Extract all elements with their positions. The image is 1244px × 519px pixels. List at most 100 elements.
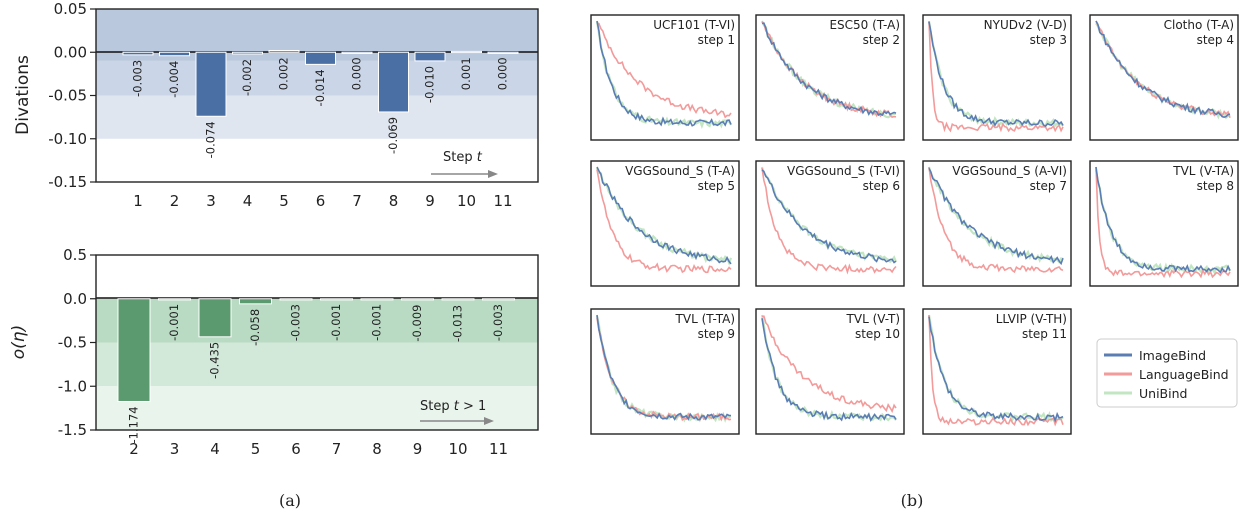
subplot-frame: [1089, 160, 1239, 287]
subplot-frame: [590, 14, 740, 141]
y-tick-label: 0.05: [54, 0, 87, 18]
loss-subplot: UCF101 (T-VI)step 1: [590, 14, 740, 141]
imagebind-curve: [761, 22, 897, 117]
bar-value-label: -0.003: [289, 304, 303, 341]
subplot-title: Clotho (T-A): [1164, 18, 1234, 32]
bar-value-label: -0.009: [410, 305, 424, 342]
subplot-frame: [922, 308, 1072, 435]
imagebind-curve: [596, 20, 732, 127]
bar: [360, 298, 394, 301]
bar-value-label: 0.000: [350, 57, 364, 90]
subplot-title: TVL (T-TA): [675, 312, 735, 326]
x-tick-label: 9: [425, 192, 435, 210]
y-tick-label: 0.0: [63, 290, 87, 308]
panel-label-b: (b): [901, 491, 924, 510]
loss-subplot: TVL (T-TA)step 9: [590, 308, 740, 435]
loss-subplot: VGGSound_S (T-VI)step 6: [755, 160, 905, 287]
x-tick-label: 11: [489, 440, 508, 458]
subplot-step: step 9: [698, 327, 735, 341]
imagebind-curve: [1095, 166, 1231, 274]
languagebind-curve: [1095, 166, 1231, 279]
legend: ImageBind LanguageBind UniBind: [1096, 338, 1238, 408]
bar: [320, 298, 353, 301]
bar: [441, 298, 475, 301]
y-tick-label: 0.5: [63, 246, 87, 264]
loss-subplot: TVL (V-TA)step 8: [1089, 160, 1239, 287]
y-axis-label: Divations: [13, 55, 33, 135]
subplot-title: NYUDv2 (V-D): [984, 18, 1067, 32]
y-axis-label: o(η): [9, 325, 29, 359]
bar: [232, 51, 263, 55]
imagebind-curve: [761, 169, 897, 264]
shaded-band: [96, 95, 538, 139]
bar: [195, 51, 227, 117]
bar: [378, 51, 409, 113]
subplot-step: step 4: [1197, 33, 1234, 47]
x-tick-label: 3: [206, 192, 216, 210]
subplot-title: TVL (V-TA): [1172, 164, 1234, 178]
bar-value-label: -0.002: [240, 59, 254, 96]
subplot-title: VGGSound_S (T-A): [625, 164, 735, 178]
bar-value-label: -0.013: [451, 305, 465, 342]
x-tick-label: 11: [493, 192, 512, 210]
x-tick-label: 5: [279, 192, 289, 210]
y-tick-label: -0.10: [48, 130, 87, 148]
x-tick-label: 1: [133, 192, 143, 210]
bar-value-label: -0.004: [167, 61, 181, 98]
y-tick-label: -1.5: [58, 421, 87, 439]
bar: [414, 51, 446, 62]
y-tick-label: -0.5: [58, 334, 87, 352]
subplot-frame: [755, 14, 905, 141]
subplot-step: step 7: [1030, 179, 1067, 193]
x-tick-label: 3: [170, 440, 180, 458]
loss-subplot: Clotho (T-A)step 4: [1089, 14, 1239, 141]
step-annotation: Step t: [443, 150, 483, 165]
bar: [239, 298, 272, 305]
subplot-step: step 5: [698, 179, 735, 193]
x-tick-label: 10: [448, 440, 467, 458]
loss-subplot: VGGSound_S (T-A)step 5: [590, 160, 740, 287]
subplot-step: step 10: [855, 327, 900, 341]
imagebind-curve: [761, 318, 897, 423]
imagebind-curve: [596, 166, 732, 265]
deviation-bar-chart: -0.003 -0.004-0.074-0.002 0.002 -0.014 0.000…: [13, 0, 539, 210]
bar-value-label: -0.074: [204, 121, 218, 158]
subplot-step: step 11: [1022, 327, 1067, 341]
bar-value-label: 0.000: [496, 57, 510, 90]
bar: [279, 298, 313, 301]
bar: [122, 51, 154, 56]
bar-value-label: -1.174: [127, 406, 141, 443]
y-tick-label: -1.0: [58, 377, 87, 395]
bar-value-label: 0.002: [277, 57, 291, 90]
languagebind-curve: [596, 22, 732, 119]
subplot-title: ESC50 (T-A): [829, 18, 900, 32]
bar: [451, 50, 482, 54]
x-tick-label: 7: [352, 192, 362, 210]
bar: [487, 51, 519, 54]
imagebind-curve: [596, 314, 732, 421]
subplot-frame: [590, 160, 740, 287]
bar-value-label: -0.001: [329, 304, 343, 341]
subplot-frame: [590, 308, 740, 435]
loss-subplot: ESC50 (T-A)step 2: [755, 14, 905, 141]
languagebind-curve: [761, 167, 897, 275]
y-tick-label: 0.00: [54, 43, 87, 61]
bar-value-label: -0.010: [423, 66, 437, 103]
shaded-band: [96, 298, 538, 343]
imagebind-curve: [928, 316, 1064, 423]
shaded-band: [96, 386, 538, 430]
bar: [482, 298, 515, 301]
x-tick-label: 2: [129, 440, 139, 458]
bar-value-label: 0.001: [459, 57, 473, 90]
x-tick-label: 5: [251, 440, 261, 458]
step-arrow-head: [484, 417, 494, 425]
x-tick-label: 9: [413, 440, 423, 458]
loss-subplot: TVL (V-T)step 10: [755, 308, 905, 435]
bar: [117, 298, 151, 402]
subplot-step: step 1: [698, 33, 735, 47]
bar-value-label: -0.014: [313, 69, 327, 106]
x-tick-label: 4: [210, 440, 220, 458]
bar-value-label: -0.058: [248, 309, 262, 346]
bar-value-label: -0.001: [370, 304, 384, 341]
